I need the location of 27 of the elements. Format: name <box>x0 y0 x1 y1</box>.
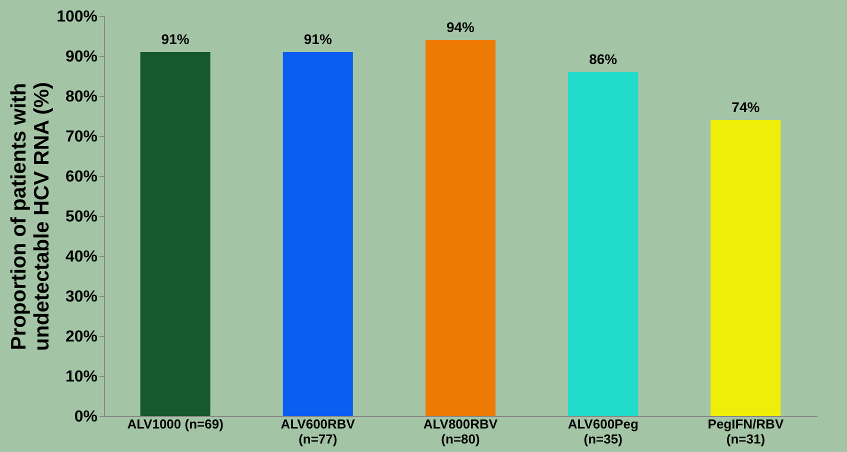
y-tick-label: 10% <box>65 368 98 386</box>
y-axis-title: Proportion of patients with undetectable HCV RNA (%) <box>8 82 54 351</box>
x-tick-label: ALV1000 (n=69) <box>127 416 224 432</box>
y-tick-label: 60% <box>65 168 98 186</box>
y-tick-label: 70% <box>65 128 98 146</box>
bar <box>426 40 496 416</box>
y-tick-label: 40% <box>65 248 98 266</box>
x-tick-label: ALV800RBV (n=80) <box>423 416 498 446</box>
y-tick-label: 80% <box>65 88 98 106</box>
data-label: 74% <box>732 99 760 115</box>
bar <box>140 52 210 416</box>
x-tick-label: ALV600RBV (n=77) <box>280 416 356 446</box>
bar <box>710 120 781 416</box>
data-label: 86% <box>589 51 618 67</box>
y-tick-label: 0% <box>74 408 98 426</box>
y-tick-label: 20% <box>65 328 98 346</box>
x-tick-label: PegIFN/RBV (n=31) <box>708 416 784 446</box>
bar <box>282 52 353 416</box>
y-tick-label: 90% <box>65 48 98 66</box>
y-tick-label: 100% <box>56 8 98 26</box>
y-tick-label: 50% <box>65 208 98 226</box>
x-tick-label: ALV600Peg (n=35) <box>568 416 638 446</box>
data-label: 91% <box>304 31 332 47</box>
data-label: 94% <box>446 19 476 35</box>
data-label: 91% <box>161 31 190 47</box>
y-tick-label: 30% <box>65 288 98 306</box>
bar <box>568 72 638 416</box>
